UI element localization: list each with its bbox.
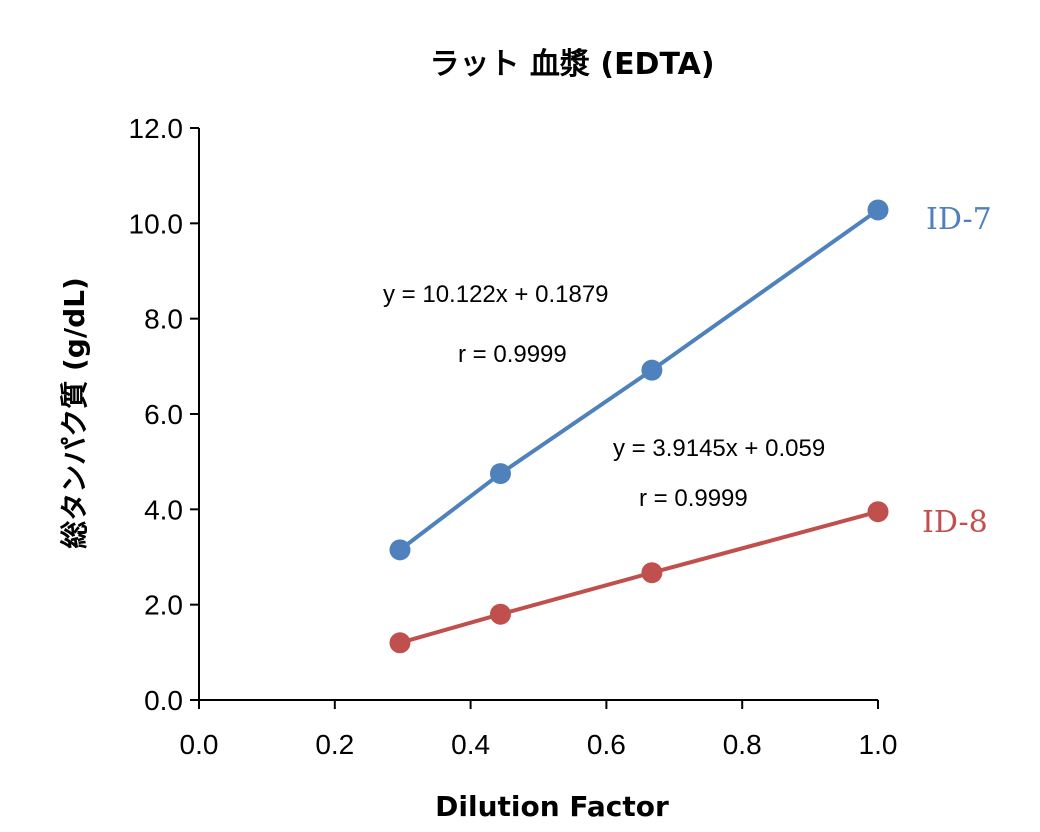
y-tick-label: 10.0 [129,208,184,239]
series-2-point [641,562,663,584]
x-axis-ticks: 0.0 0.2 0.4 0.6 0.8 1.0 [180,700,898,760]
series-1-point [867,199,889,221]
series-2-line [399,509,879,645]
series-2-label: ID-8 [922,505,988,540]
series-1-r-value: r = 0.9999 [458,341,567,368]
x-tick-label: 0.4 [451,729,490,760]
series-2-r-value: r = 0.9999 [639,485,748,512]
series-2-point [489,603,511,625]
y-tick-label: 12.0 [129,113,184,144]
series-layer [389,199,889,654]
series-1-point [389,539,411,561]
series-2-equation: y = 3.9145x + 0.059 [613,435,825,462]
x-tick-label: 0.8 [723,729,762,760]
plot-area: 0.0 2.0 4.0 6.0 8.0 10.0 12.0 0.0 0.2 0.4 0.6 0.8 1… [129,113,898,760]
series-1-label: ID-7 [926,202,992,237]
y-axis-title: 総タンパク質 (g/dL) [58,277,91,549]
y-tick-label: 4.0 [144,494,183,525]
series-1-point [489,463,511,485]
series-1-line [398,208,880,552]
x-tick-label: 1.0 [859,729,898,760]
x-tick-label: 0.6 [587,729,626,760]
series-1-point [641,359,663,381]
x-axis-title: Dilution Factor [435,790,669,823]
chart-title: ラット 血漿 (EDTA) [429,47,714,82]
series-1-equation: y = 10.122x + 0.1879 [383,281,609,308]
y-tick-label: 2.0 [144,590,183,621]
y-tick-label: 6.0 [144,399,183,430]
y-axis-ticks: 0.0 2.0 4.0 6.0 8.0 10.0 12.0 [129,113,199,716]
y-tick-label: 0.0 [144,685,183,716]
x-tick-label: 0.0 [180,729,219,760]
series-2-point [389,632,411,654]
series-2-point [867,501,889,523]
y-tick-label: 8.0 [144,304,183,335]
x-tick-label: 0.2 [315,729,354,760]
